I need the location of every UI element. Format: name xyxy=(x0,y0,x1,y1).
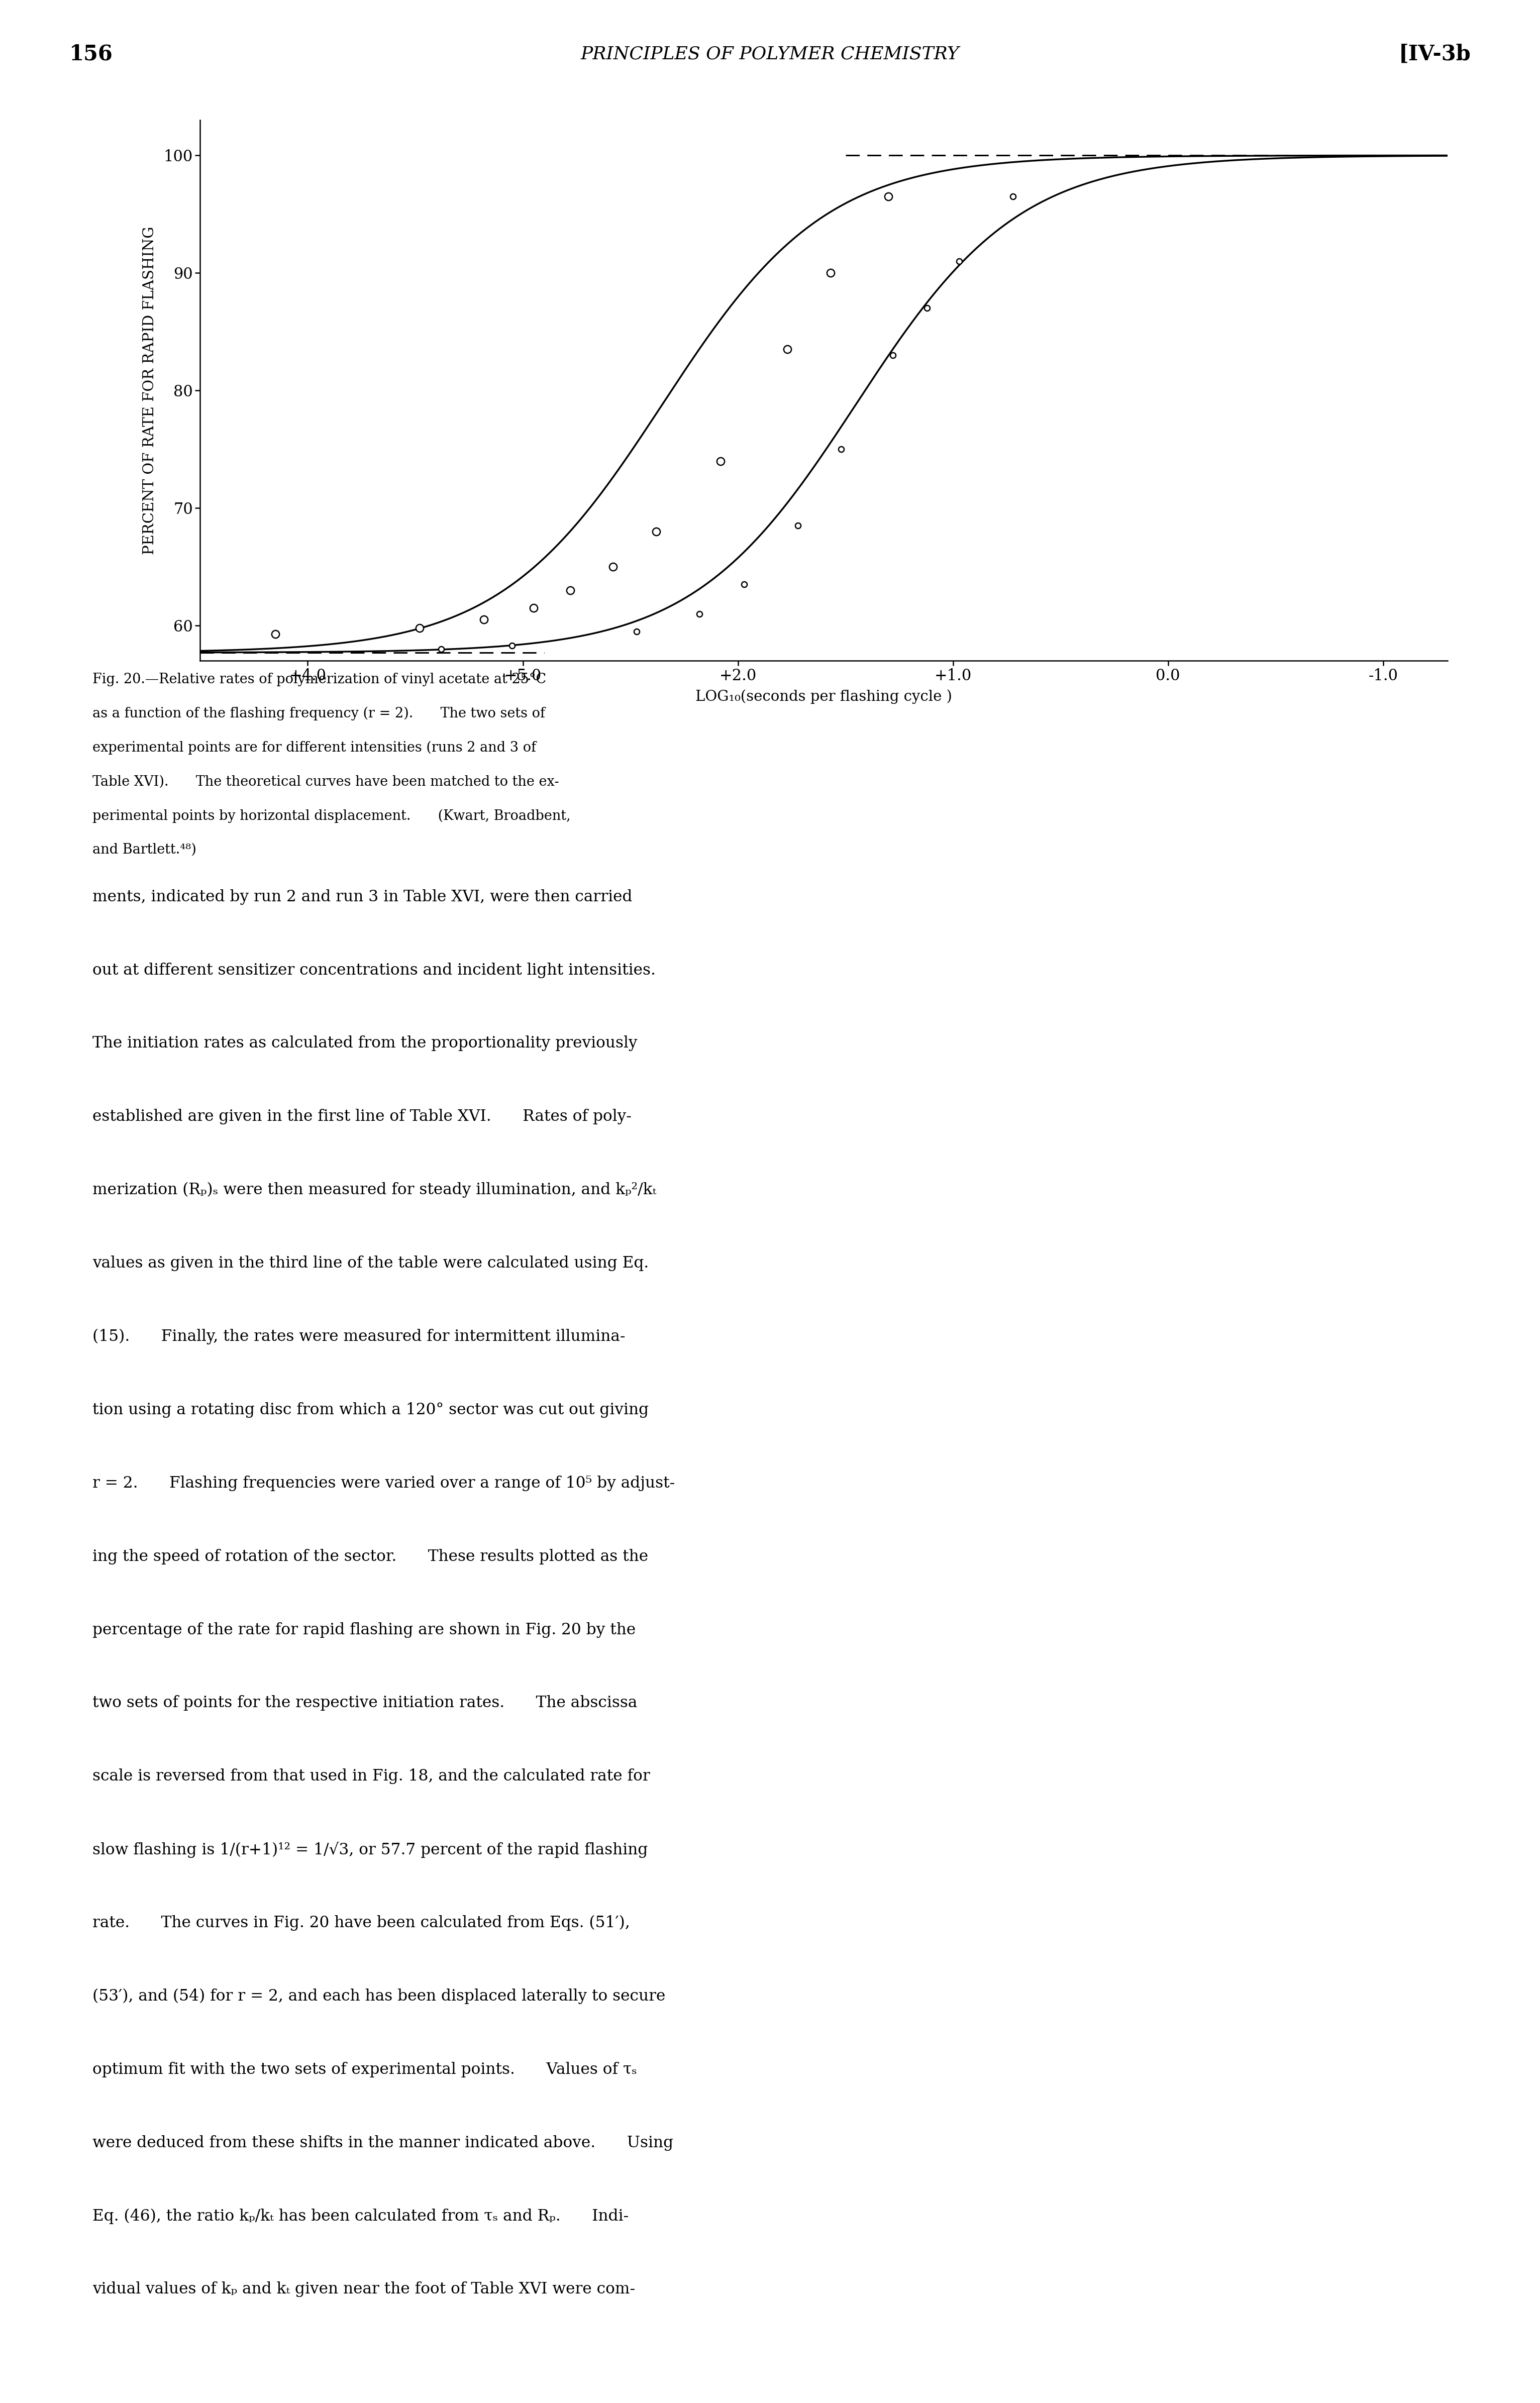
Text: out at different sensitizer concentrations and incident light intensities.: out at different sensitizer concentratio… xyxy=(92,964,656,978)
Text: Eq. (46), the ratio kₚ/kₜ has been calculated from τₛ and Rₚ.  Indi-: Eq. (46), the ratio kₚ/kₜ has been calcu… xyxy=(92,2208,628,2225)
Text: ments, indicated by run 2 and run 3 in Table XVI, were then carried: ments, indicated by run 2 and run 3 in T… xyxy=(92,889,633,904)
Text: two sets of points for the respective initiation rates.  The abscissa: two sets of points for the respective in… xyxy=(92,1697,638,1711)
Text: ing the speed of rotation of the sector.  These results plotted as the: ing the speed of rotation of the sector.… xyxy=(92,1548,648,1564)
Text: (15).  Finally, the rates were measured for intermittent illumina-: (15). Finally, the rates were measured f… xyxy=(92,1329,625,1346)
Text: PRINCIPLES OF POLYMER CHEMISTRY: PRINCIPLES OF POLYMER CHEMISTRY xyxy=(581,46,959,62)
Text: perimental points by horizontal displacement.  (Kwart, Broadbent,: perimental points by horizontal displace… xyxy=(92,810,570,822)
Text: values as given in the third line of the table were calculated using Eq.: values as given in the third line of the… xyxy=(92,1257,648,1271)
Text: were deduced from these shifts in the manner indicated above.  Using: were deduced from these shifts in the ma… xyxy=(92,2136,673,2151)
Text: Table XVI).  The theoretical curves have been matched to the ex-: Table XVI). The theoretical curves have … xyxy=(92,774,559,788)
Text: optimum fit with the two sets of experimental points.  Values of τₛ: optimum fit with the two sets of experim… xyxy=(92,2062,638,2076)
Text: slow flashing is 1/(r+1)¹² = 1/√3, or 57.7 percent of the rapid flashing: slow flashing is 1/(r+1)¹² = 1/√3, or 57… xyxy=(92,1841,648,1858)
Text: percentage of the rate for rapid flashing are shown in Fig. 20 by the: percentage of the rate for rapid flashin… xyxy=(92,1622,636,1636)
Text: rate.  The curves in Fig. 20 have been calculated from Eqs. (51′),: rate. The curves in Fig. 20 have been ca… xyxy=(92,1915,630,1932)
Text: 156: 156 xyxy=(69,43,112,65)
Text: and Bartlett.⁴⁸): and Bartlett.⁴⁸) xyxy=(92,843,196,855)
X-axis label: LOG₁₀(seconds per flashing cycle ): LOG₁₀(seconds per flashing cycle ) xyxy=(696,690,952,704)
Text: r = 2.  Flashing frequencies were varied over a range of 10⁵ by adjust-: r = 2. Flashing frequencies were varied … xyxy=(92,1475,675,1490)
Text: tion using a rotating disc from which a 120° sector was cut out giving: tion using a rotating disc from which a … xyxy=(92,1403,648,1418)
Text: vidual values of kₚ and kₜ given near the foot of Table XVI were com-: vidual values of kₚ and kₜ given near th… xyxy=(92,2283,634,2297)
Text: established are given in the first line of Table XVI.  Rates of poly-: established are given in the first line … xyxy=(92,1110,631,1125)
Y-axis label: PERCENT OF RATE FOR RAPID FLASHING: PERCENT OF RATE FOR RAPID FLASHING xyxy=(143,226,157,555)
Text: (53′), and (54) for r = 2, and each has been displaced laterally to secure: (53′), and (54) for r = 2, and each has … xyxy=(92,1990,665,2004)
Text: The initiation rates as calculated from the proportionality previously: The initiation rates as calculated from … xyxy=(92,1036,638,1050)
Text: as a function of the flashing frequency (r = 2).  The two sets of: as a function of the flashing frequency … xyxy=(92,706,545,721)
Text: merization (Rₚ)ₛ were then measured for steady illumination, and kₚ²/kₜ: merization (Rₚ)ₛ were then measured for … xyxy=(92,1182,656,1199)
Text: Fig. 20.—Relative rates of polymerization of vinyl acetate at 25°C: Fig. 20.—Relative rates of polymerizatio… xyxy=(92,673,547,687)
Text: experimental points are for different intensities (runs 2 and 3 of: experimental points are for different in… xyxy=(92,740,536,755)
Text: [IV-3b: [IV-3b xyxy=(1398,43,1471,65)
Text: scale is reversed from that used in Fig. 18, and the calculated rate for: scale is reversed from that used in Fig.… xyxy=(92,1769,650,1783)
